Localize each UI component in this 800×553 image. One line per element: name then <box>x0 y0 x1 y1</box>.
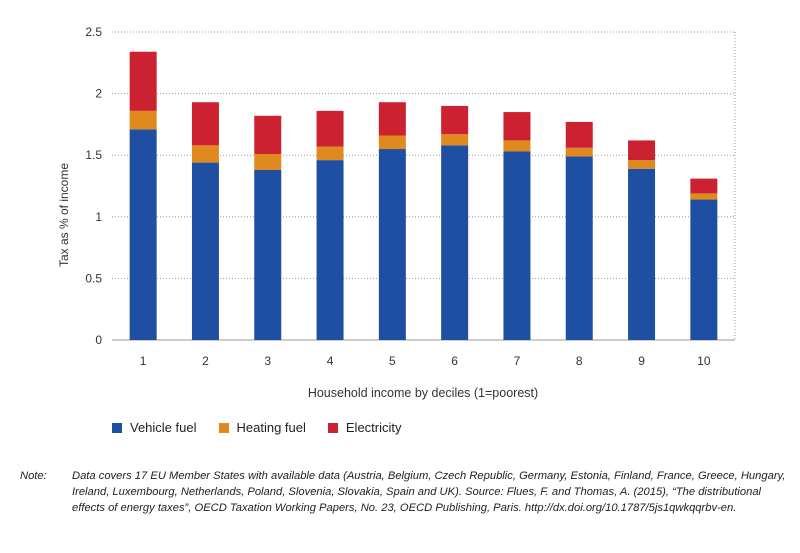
bar-electricity-decile-1 <box>129 51 157 111</box>
note: Note: Data covers 17 EU Member States wi… <box>20 468 790 516</box>
bar-heating-fuel-decile-2 <box>191 145 219 163</box>
y-tick-label: 1.5 <box>85 148 102 162</box>
note-text: Data covers 17 EU Member States with ava… <box>72 470 786 514</box>
y-tick-label: 2 <box>95 87 102 101</box>
bar-heating-fuel-decile-10 <box>690 193 718 200</box>
bar-vehicle-fuel-decile-8 <box>565 156 593 340</box>
bar-vehicle-fuel-decile-10 <box>690 199 718 340</box>
y-axis-ticks: 0 0.5 1 1.5 2 2.5 <box>85 25 102 347</box>
legend-item-vehicle-fuel: Vehicle fuel <box>112 420 197 435</box>
bar-vehicle-fuel-decile-1 <box>129 129 157 340</box>
y-tick-label: 1 <box>95 210 102 224</box>
bar-electricity-decile-8 <box>565 121 593 148</box>
bar-heating-fuel-decile-4 <box>316 146 344 161</box>
note-label: Note: <box>20 470 47 482</box>
x-axis-ticks: 1 2 3 4 5 6 7 8 9 10 <box>140 354 711 368</box>
legend-item-heating-fuel: Heating fuel <box>218 420 306 435</box>
bar-electricity-decile-9 <box>628 140 656 161</box>
legend-swatch <box>327 422 338 433</box>
y-tick-label: 0 <box>95 333 102 347</box>
legend-item-electricity: Electricity <box>327 420 402 435</box>
bar-heating-fuel-decile-5 <box>378 135 406 150</box>
legend-label: Heating fuel <box>236 420 306 435</box>
bar-electricity-decile-3 <box>254 115 282 154</box>
bars <box>129 51 718 340</box>
x-tick-label: 8 <box>576 354 583 368</box>
bar-heating-fuel-decile-1 <box>129 110 157 130</box>
legend-swatch <box>112 422 122 433</box>
legend-swatch <box>218 422 229 433</box>
x-tick-label: 10 <box>697 354 711 368</box>
bar-electricity-decile-5 <box>378 102 406 136</box>
x-tick-label: 6 <box>451 354 458 368</box>
legend: Vehicle fuel Heating fuel Electricity <box>112 420 402 435</box>
x-tick-label: 2 <box>202 354 209 368</box>
bar-vehicle-fuel-decile-7 <box>503 151 531 340</box>
bar-vehicle-fuel-decile-3 <box>254 169 282 340</box>
bar-electricity-decile-2 <box>191 102 219 146</box>
x-tick-label: 1 <box>140 354 147 368</box>
x-tick-label: 4 <box>327 354 334 368</box>
y-axis-label: Tax as % of income <box>57 163 71 267</box>
x-tick-label: 3 <box>264 354 271 368</box>
bar-electricity-decile-7 <box>503 112 531 141</box>
x-tick-label: 5 <box>389 354 396 368</box>
bar-vehicle-fuel-decile-5 <box>378 149 406 340</box>
bar-vehicle-fuel-decile-4 <box>316 160 344 340</box>
bar-heating-fuel-decile-7 <box>503 140 531 152</box>
bar-heating-fuel-decile-3 <box>254 153 282 170</box>
bar-vehicle-fuel-decile-9 <box>628 168 656 340</box>
bar-vehicle-fuel-decile-2 <box>191 162 219 340</box>
y-tick-label: 0.5 <box>85 271 102 285</box>
bar-heating-fuel-decile-8 <box>565 147 593 157</box>
bar-electricity-decile-4 <box>316 110 344 147</box>
bar-electricity-decile-10 <box>690 178 718 194</box>
bar-heating-fuel-decile-9 <box>628 160 656 169</box>
bar-electricity-decile-6 <box>441 105 469 135</box>
x-tick-label: 9 <box>638 354 645 368</box>
bar-vehicle-fuel-decile-6 <box>441 145 469 340</box>
x-tick-label: 7 <box>514 354 521 368</box>
bar-heating-fuel-decile-6 <box>441 134 469 146</box>
legend-label: Electricity <box>345 420 402 435</box>
stacked-bar-chart: 0 0.5 1 1.5 2 2.5 1 2 3 4 5 6 7 8 9 10 Tax as % of inc… <box>57 25 736 400</box>
x-axis-label: Household income by deciles (1=poorest) <box>308 386 538 400</box>
y-tick-label: 2.5 <box>85 25 102 39</box>
legend-label: Vehicle fuel <box>130 420 197 435</box>
